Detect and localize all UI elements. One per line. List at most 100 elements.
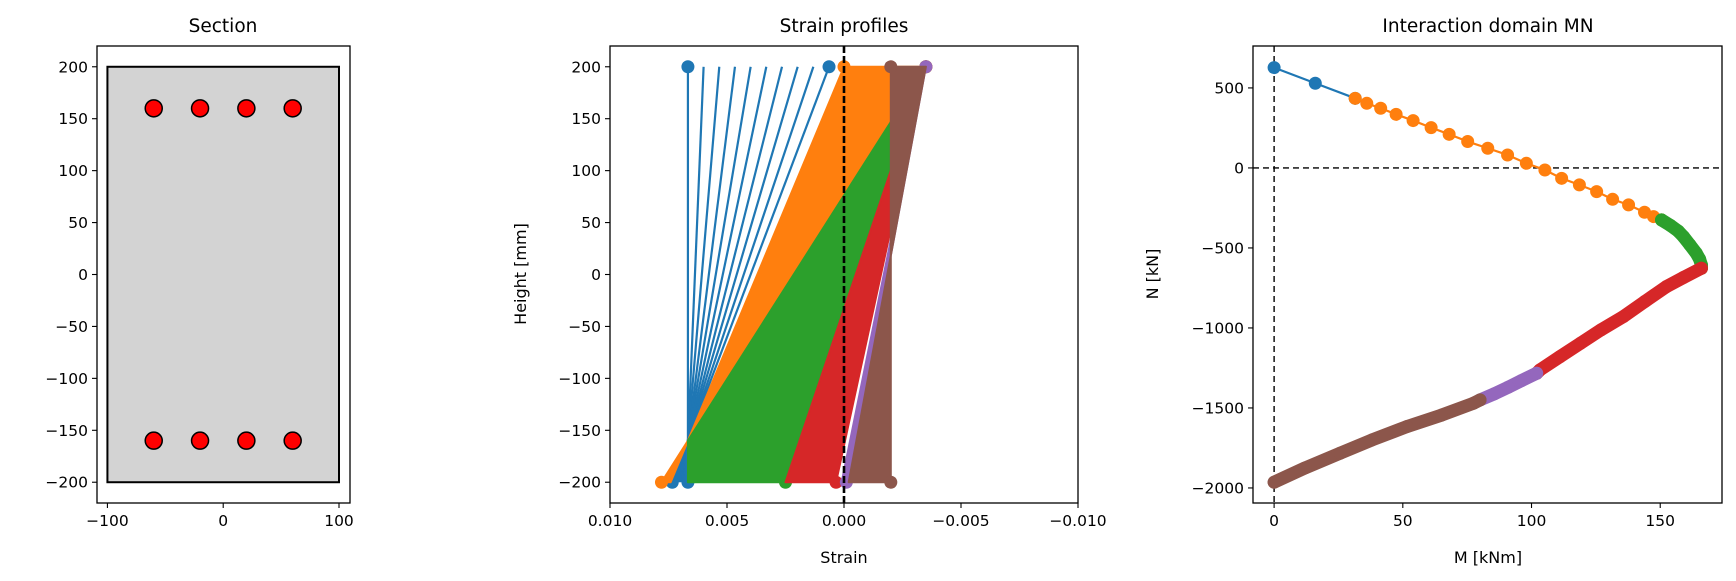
y-tick-label: −2000 xyxy=(1192,479,1244,497)
interaction-point xyxy=(1267,61,1281,75)
y-tick-label: 0 xyxy=(591,266,601,284)
plot-area xyxy=(654,46,933,503)
interaction-point xyxy=(1501,380,1515,394)
strain-marker xyxy=(829,475,843,489)
y-tick-label: −500 xyxy=(1201,239,1244,257)
y-tick-label: 100 xyxy=(571,162,601,180)
interaction-x-axis-label: M [kNm] xyxy=(1454,548,1522,567)
x-tick-label: −100 xyxy=(86,512,129,530)
plot-area xyxy=(1253,46,1722,503)
strain-profile-line xyxy=(678,66,768,483)
interaction-curve xyxy=(1530,261,1708,380)
strain-marker xyxy=(884,475,898,489)
y-tick-label: −100 xyxy=(558,370,601,388)
y-tick-label: −150 xyxy=(45,422,88,440)
x-tick-label: 0.005 xyxy=(705,512,749,530)
interaction-point xyxy=(1573,336,1587,350)
axes-frame xyxy=(1252,45,1723,504)
interaction-series-region-2 xyxy=(1348,91,1669,227)
strain-profile-line xyxy=(683,66,721,483)
interaction-point xyxy=(1553,350,1567,364)
strain-series-region-6 xyxy=(847,60,927,489)
interaction-point xyxy=(1333,446,1347,460)
x-tick-label: 0.000 xyxy=(822,512,866,530)
strain-profile-line xyxy=(679,66,752,483)
rebar-dot xyxy=(190,99,210,118)
interaction-point xyxy=(1434,408,1448,422)
interaction-point xyxy=(1461,135,1475,149)
strain-marker xyxy=(681,60,695,74)
y-tick-label: −100 xyxy=(45,370,88,388)
interaction-point xyxy=(1406,114,1420,128)
strain-y-axis-label: Height [mm] xyxy=(511,223,530,325)
y-tick-label: −200 xyxy=(45,474,88,492)
interaction-point xyxy=(1606,192,1620,206)
interaction-point xyxy=(1501,148,1515,162)
x-tick-label: 0 xyxy=(218,512,228,530)
strain-series-region-1 xyxy=(665,60,836,489)
interaction-point xyxy=(1594,323,1608,337)
interaction-point xyxy=(1389,107,1403,121)
interaction-point xyxy=(1572,178,1586,192)
x-tick-label: −0.005 xyxy=(932,512,989,530)
interaction-point xyxy=(1365,433,1379,447)
y-tick-label: 200 xyxy=(571,58,601,76)
x-tick-label: 50 xyxy=(1393,512,1413,530)
concrete-section xyxy=(106,65,340,484)
rebar-dot xyxy=(283,99,302,118)
y-tick-label: 50 xyxy=(68,214,88,232)
rebar-dot xyxy=(283,431,302,450)
interaction-point xyxy=(1694,261,1708,275)
y-tick-label: −1500 xyxy=(1192,399,1244,417)
y-tick-label: −50 xyxy=(568,318,601,336)
interaction-y-axis-label: N [kN] xyxy=(1143,249,1162,300)
interaction-point xyxy=(1590,185,1604,199)
interaction-point xyxy=(1308,76,1322,90)
x-tick-label: 0.010 xyxy=(588,512,632,530)
interaction-point xyxy=(1374,101,1388,115)
y-tick-label: 200 xyxy=(58,58,88,76)
interaction-point xyxy=(1538,163,1552,177)
interaction-point xyxy=(1360,96,1374,110)
interaction-point xyxy=(1487,387,1501,401)
rebar-dot xyxy=(190,431,210,450)
x-tick-label: 100 xyxy=(1517,512,1547,530)
section-axes: −100 0 100 200 150 100 50 0 −50 −100 −150 −200 xyxy=(45,45,354,530)
interaction-point xyxy=(1616,310,1630,324)
interaction-point xyxy=(1638,295,1652,309)
interaction-point xyxy=(1424,121,1438,135)
strain-profile-line xyxy=(671,66,831,483)
y-tick-label: 150 xyxy=(58,110,88,128)
interaction-point xyxy=(1514,374,1528,388)
section-title: Section xyxy=(189,16,258,37)
y-tick-label: −1000 xyxy=(1192,319,1244,337)
x-tick-label: 0 xyxy=(1269,512,1279,530)
interaction-point xyxy=(1555,171,1569,185)
strain-profiles-axes: 0.010 0.005 0.000 −0.005 −0.010 200 150 100 50 0 −… xyxy=(558,45,1107,530)
strain-marker xyxy=(884,60,898,74)
interaction-point xyxy=(1466,396,1480,410)
strain-x-axis-label: Strain xyxy=(820,548,867,567)
rebar-dot xyxy=(237,99,256,118)
strain-profile-line xyxy=(674,66,799,483)
interaction-domain-title: Interaction domain MN xyxy=(1382,16,1593,37)
x-tick-label: 150 xyxy=(1645,512,1675,530)
y-tick-label: 0 xyxy=(1234,159,1244,177)
interaction-point xyxy=(1442,127,1456,141)
interaction-series-region-6 xyxy=(1267,393,1487,489)
y-tick-label: 150 xyxy=(571,110,601,128)
x-tick-label: −0.010 xyxy=(1049,512,1106,530)
y-tick-label: −50 xyxy=(55,318,88,336)
x-tick-label: 100 xyxy=(324,512,354,530)
interaction-point xyxy=(1298,461,1312,475)
rebar-dot xyxy=(144,431,163,450)
rebar-dot xyxy=(237,431,256,450)
interaction-point xyxy=(1676,271,1690,285)
interaction-point xyxy=(1348,91,1362,105)
rebar-dot xyxy=(144,99,163,118)
interaction-point xyxy=(1659,280,1673,294)
interaction-point xyxy=(1400,420,1414,434)
strain-marker xyxy=(822,60,836,74)
interaction-point xyxy=(1267,475,1281,489)
